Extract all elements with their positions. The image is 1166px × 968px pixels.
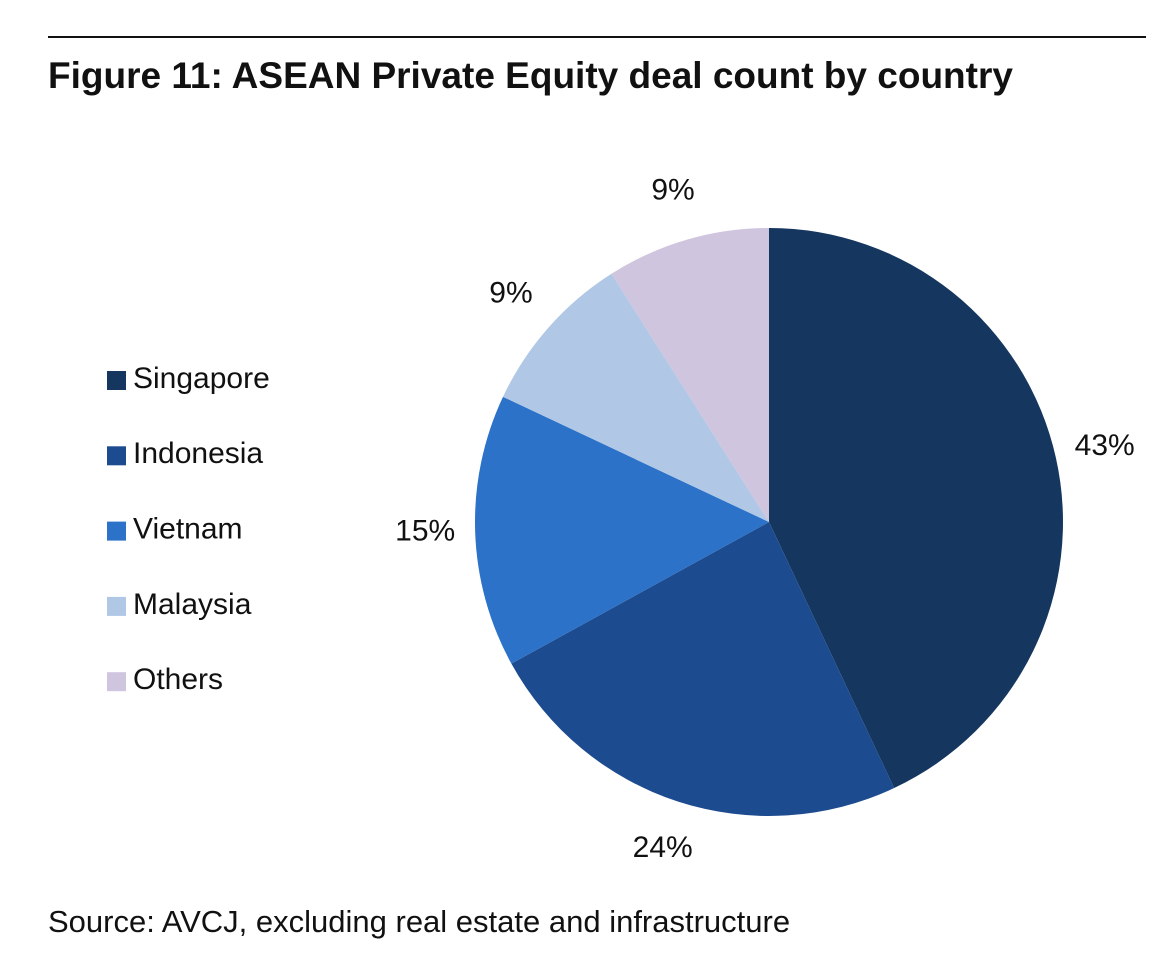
- pie-slice: [502, 273, 769, 522]
- legend-swatch: [107, 672, 126, 692]
- legend-label: Singapore: [133, 362, 270, 395]
- pie-slice: [769, 228, 1063, 789]
- data-label: 9%: [489, 276, 532, 309]
- data-label: 9%: [651, 174, 694, 207]
- legend-label: Indonesia: [133, 437, 263, 470]
- pie-slice: [611, 228, 769, 522]
- data-label: 15%: [395, 515, 455, 548]
- legend-swatch: [107, 446, 126, 466]
- data-label: 24%: [633, 831, 693, 864]
- legend-swatch: [107, 521, 126, 541]
- chart-title: Figure 11: ASEAN Private Equity deal cou…: [48, 55, 1013, 96]
- legend-label: Malaysia: [133, 588, 252, 621]
- source-note: Source: AVCJ, excluding real estate and …: [48, 904, 790, 939]
- pie-slice: [474, 396, 769, 664]
- legend-label: Others: [133, 663, 223, 696]
- pie-slice: [511, 522, 895, 816]
- legend-swatch: [107, 371, 126, 390]
- legend-label: Vietnam: [133, 513, 243, 546]
- legend-swatch: [107, 596, 126, 616]
- data-label: 43%: [1075, 429, 1135, 462]
